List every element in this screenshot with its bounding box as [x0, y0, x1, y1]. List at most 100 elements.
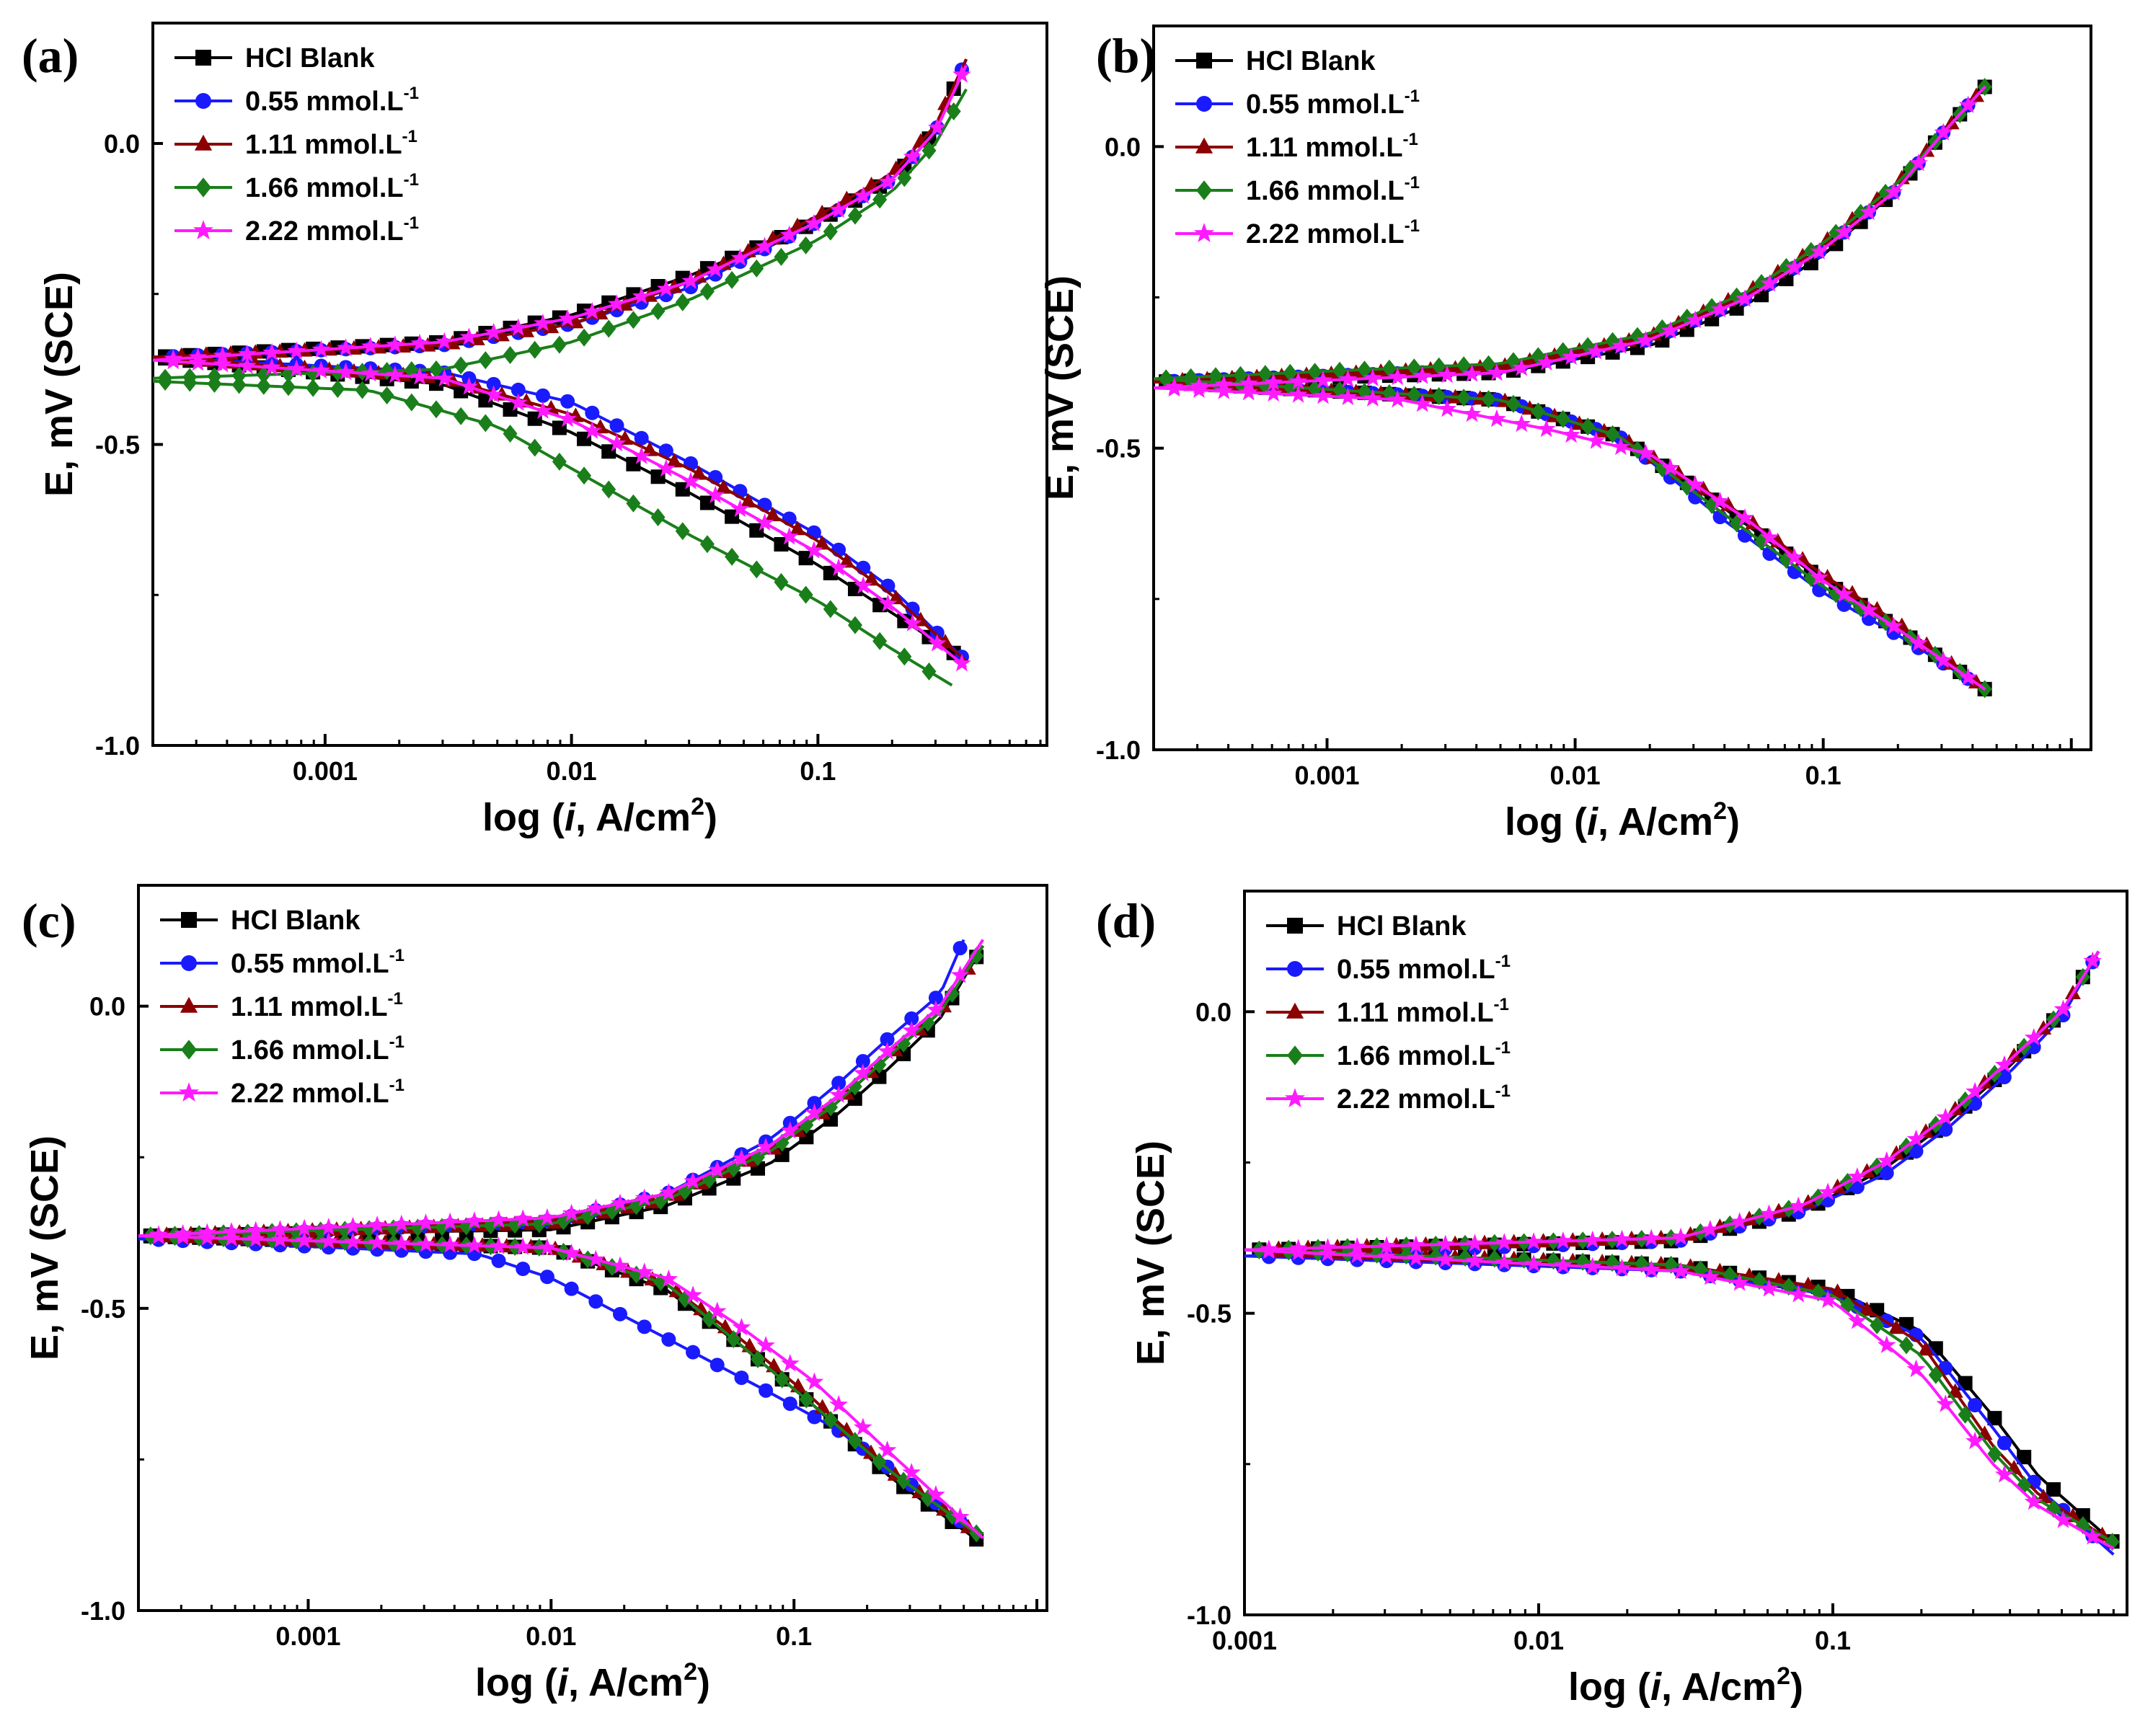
data-point [513, 1237, 533, 1255]
data-point [459, 377, 479, 395]
data-point [489, 1210, 508, 1228]
data-point [699, 282, 715, 301]
data-point [270, 1230, 290, 1248]
legend-marker [1287, 918, 1303, 934]
data-point [491, 1253, 506, 1268]
data-point [535, 388, 550, 403]
data-point [478, 393, 493, 408]
data-point [503, 402, 518, 417]
data-point [222, 1228, 241, 1246]
data-point [1224, 369, 1240, 384]
x-axis-label: log (i, A/cm2) [475, 1658, 710, 1704]
data-point [1554, 1231, 1573, 1249]
data-point [1934, 650, 1953, 669]
data-point [1407, 1248, 1425, 1267]
data-point [829, 1085, 848, 1103]
data-point [726, 1330, 741, 1349]
legend-marker [181, 1040, 197, 1060]
data-point [888, 590, 904, 605]
data-point [1412, 394, 1432, 412]
cathodic-branch [1244, 1248, 2115, 1544]
data-point [952, 65, 971, 83]
data-point [262, 358, 281, 376]
data-point [807, 1409, 822, 1425]
data-point [1661, 458, 1680, 477]
legend-marker [1196, 96, 1212, 112]
data-point [1968, 1398, 1983, 1413]
data-point [877, 1042, 897, 1060]
data-point [577, 328, 592, 347]
data-point [441, 1235, 459, 1253]
data-point [1428, 1247, 1443, 1266]
data-point [1594, 1231, 1611, 1246]
data-point [484, 322, 503, 341]
data-point [510, 382, 526, 397]
data-point [1995, 1055, 2014, 1073]
data-point [441, 1212, 459, 1231]
legend-entry: 0.55 mmol.L-1 [231, 946, 404, 979]
data-point [927, 118, 947, 136]
data-point [734, 1370, 749, 1386]
data-point [781, 1354, 800, 1372]
data-point [1562, 425, 1580, 443]
data-point [1583, 1257, 1602, 1275]
data-point [2024, 1492, 2043, 1510]
data-point [1537, 419, 1556, 438]
data-point [684, 1172, 702, 1190]
data-point [872, 1453, 887, 1471]
data-point [706, 260, 725, 278]
data-point [1686, 474, 1705, 493]
data-point [1785, 257, 1804, 276]
panel-label: (a) [22, 28, 79, 83]
data-point [659, 1270, 678, 1288]
data-point [1642, 1228, 1661, 1247]
data-point [807, 1096, 822, 1111]
data-point [657, 459, 676, 477]
data-point [805, 1103, 824, 1121]
data-point [1239, 373, 1258, 392]
data-point [1759, 1279, 1779, 1297]
data-point [1736, 508, 1754, 526]
data-point [465, 1211, 484, 1229]
data-point [707, 1301, 727, 1319]
data-point [1848, 1311, 1867, 1329]
chart-panel-2: 0.0 -0.5 -1.0 0.001 0.01 0.1 E, mV (SCE) log (i… [1038, 25, 2092, 843]
data-point [831, 1076, 846, 1091]
data-point [905, 601, 920, 616]
data-point [368, 1233, 386, 1251]
y-tick-label: 0.0 [1105, 132, 1141, 161]
data-point [1710, 299, 1730, 318]
data-point [1671, 1262, 1690, 1280]
data-point [969, 947, 984, 965]
data-point [937, 95, 954, 110]
cathodic-branch [138, 1234, 984, 1539]
legend-entry: 1.11 mmol.L-1 [231, 989, 403, 1022]
data-point [164, 351, 183, 370]
x-tick-label: 0.001 [275, 1621, 340, 1651]
data-point [564, 1281, 579, 1296]
data-point [903, 614, 922, 632]
legend: HCl Blank 0.55 mmol.L-1 1.11 mmol.L-1 1.66 … [174, 43, 419, 247]
data-point [686, 1345, 701, 1360]
data-point [902, 1463, 921, 1481]
data-point [1260, 1241, 1278, 1259]
data-point [1431, 357, 1446, 376]
data-point [306, 364, 321, 383]
x-tick-label: 0.01 [1513, 1626, 1564, 1655]
data-point [1760, 274, 1779, 292]
data-point [1399, 1246, 1414, 1265]
data-point [872, 190, 888, 209]
legend-entry: 1.11 mmol.L-1 [1337, 995, 1509, 1028]
y-axis-label: E, mV (SCE) [1038, 275, 1082, 500]
data-point [1348, 1245, 1367, 1264]
y-tick-label: -0.5 [1096, 434, 1141, 464]
data-point [410, 334, 429, 352]
data-point [1288, 385, 1308, 403]
data-point [725, 547, 740, 566]
data-point [562, 1203, 581, 1222]
legend-entry: 1.11 mmol.L-1 [1246, 130, 1418, 163]
data-point [256, 366, 271, 384]
data-point [766, 1358, 782, 1373]
data-point [1381, 359, 1397, 378]
data-point [1436, 1249, 1455, 1268]
